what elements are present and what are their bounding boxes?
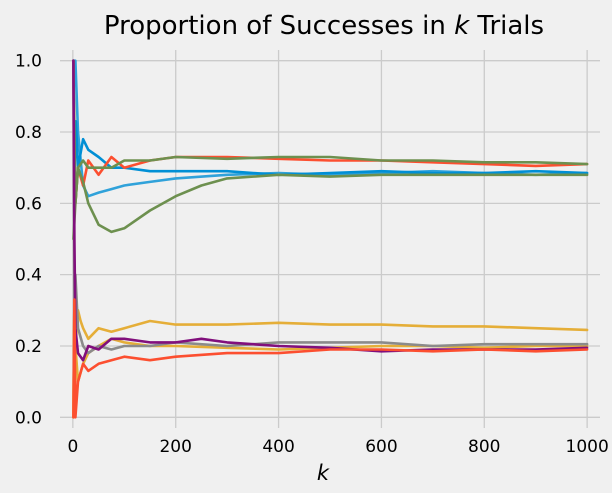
series-line-7 (72, 298, 589, 419)
title-suffix: Trials (469, 11, 544, 41)
series-layer (72, 59, 589, 419)
x-tick-label: 600 (365, 437, 397, 457)
x-tick-label: 0 (67, 437, 78, 457)
chart-title: Proportion of Successes in k Trials (104, 11, 544, 41)
series-line-6 (72, 298, 589, 419)
title-prefix: Proportion of Successes in (104, 11, 454, 41)
y-tick-label: 0.6 (15, 194, 42, 214)
x-axis-label: k (317, 461, 330, 485)
y-tick-label: 0.2 (15, 337, 42, 357)
y-tick-label: 0.8 (15, 123, 42, 143)
title-variable: k (454, 11, 470, 41)
x-tick-label: 400 (262, 437, 294, 457)
x-tick-label: 800 (468, 437, 500, 457)
y-tick-label: 0.4 (15, 266, 42, 286)
y-tick-label: 0.0 (15, 408, 42, 428)
series-line-8 (72, 59, 589, 355)
series-line-10 (72, 298, 589, 419)
x-tick-label: 1000 (566, 437, 609, 457)
grid-layer (60, 50, 600, 428)
x-tick-label: 200 (159, 437, 191, 457)
tick-layer: 0 200 400 600 800 1000 0.0 0.2 0.4 0.6 0.8 1.0 (15, 52, 609, 457)
series-line-5 (72, 155, 589, 241)
y-tick-label: 1.0 (15, 52, 42, 72)
series-line-4 (72, 59, 589, 234)
